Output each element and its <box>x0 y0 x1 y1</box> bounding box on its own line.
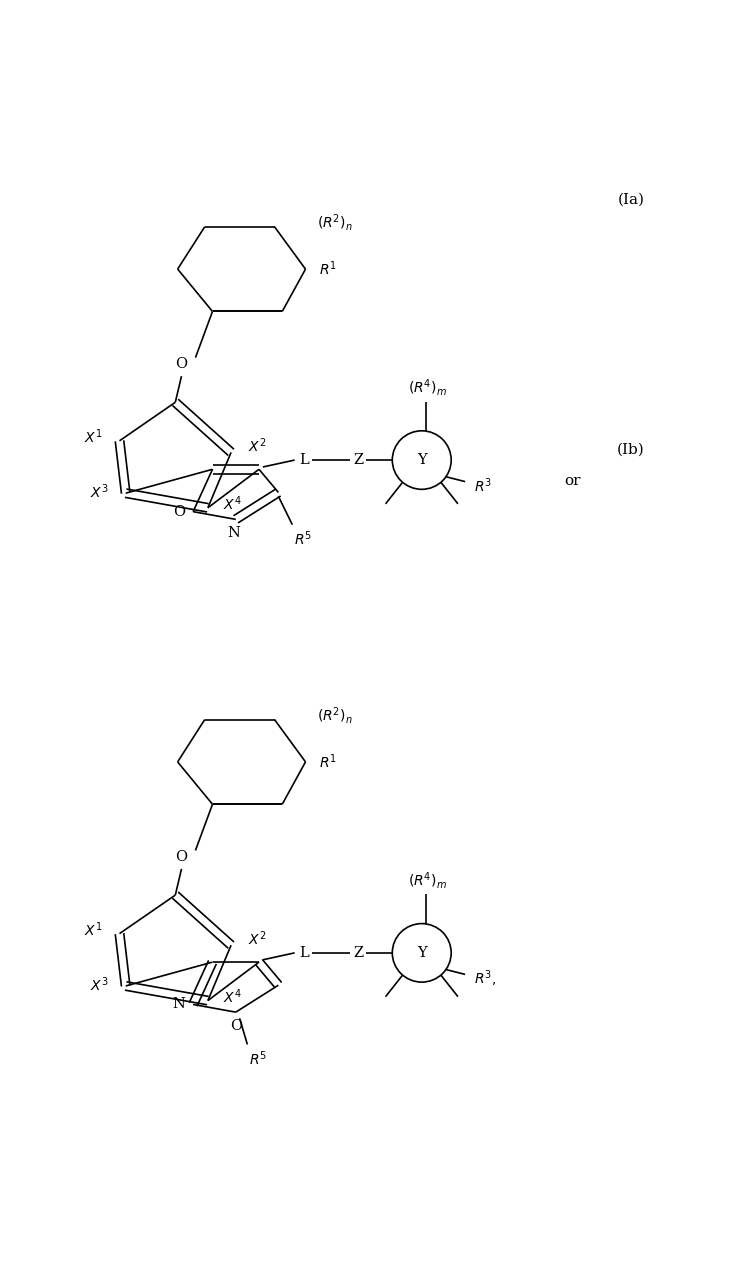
Text: $(R^4)_m$: $(R^4)_m$ <box>408 378 446 398</box>
Text: $R^3$: $R^3$ <box>474 476 492 495</box>
Text: L: L <box>299 453 309 467</box>
Text: $R^5$: $R^5$ <box>294 530 312 548</box>
Text: O: O <box>173 504 185 518</box>
Text: $X^1$: $X^1$ <box>84 920 103 940</box>
Text: $X^4$: $X^4$ <box>223 494 242 513</box>
Text: $(R^4)_m$: $(R^4)_m$ <box>408 870 446 891</box>
Text: N: N <box>228 526 241 540</box>
Text: O: O <box>175 850 188 864</box>
Text: or: or <box>565 474 581 488</box>
Text: N: N <box>173 997 185 1011</box>
Text: $X^3$: $X^3$ <box>90 483 109 500</box>
Text: (Ib): (Ib) <box>617 443 645 457</box>
Text: $R^5$: $R^5$ <box>249 1050 267 1068</box>
Text: Y: Y <box>417 946 426 960</box>
Text: $R^3,$: $R^3,$ <box>474 968 497 988</box>
Text: L: L <box>299 946 309 960</box>
Text: O: O <box>230 1019 242 1033</box>
Text: $(R^2)_n$: $(R^2)_n$ <box>317 212 353 233</box>
Text: $R^1$: $R^1$ <box>319 753 337 771</box>
Text: $X^2$: $X^2$ <box>248 929 266 948</box>
Text: $R^1$: $R^1$ <box>319 260 337 278</box>
Text: $X^4$: $X^4$ <box>223 987 242 1006</box>
Text: Z: Z <box>353 453 364 467</box>
Text: $X^3$: $X^3$ <box>90 975 109 993</box>
Text: $(R^2)_n$: $(R^2)_n$ <box>317 705 353 726</box>
Text: $X^2$: $X^2$ <box>248 436 266 456</box>
Text: Z: Z <box>353 946 364 960</box>
Text: $X^1$: $X^1$ <box>84 428 103 447</box>
Text: O: O <box>175 357 188 371</box>
Text: (Ia): (Ia) <box>618 193 644 207</box>
Text: Y: Y <box>417 453 426 467</box>
